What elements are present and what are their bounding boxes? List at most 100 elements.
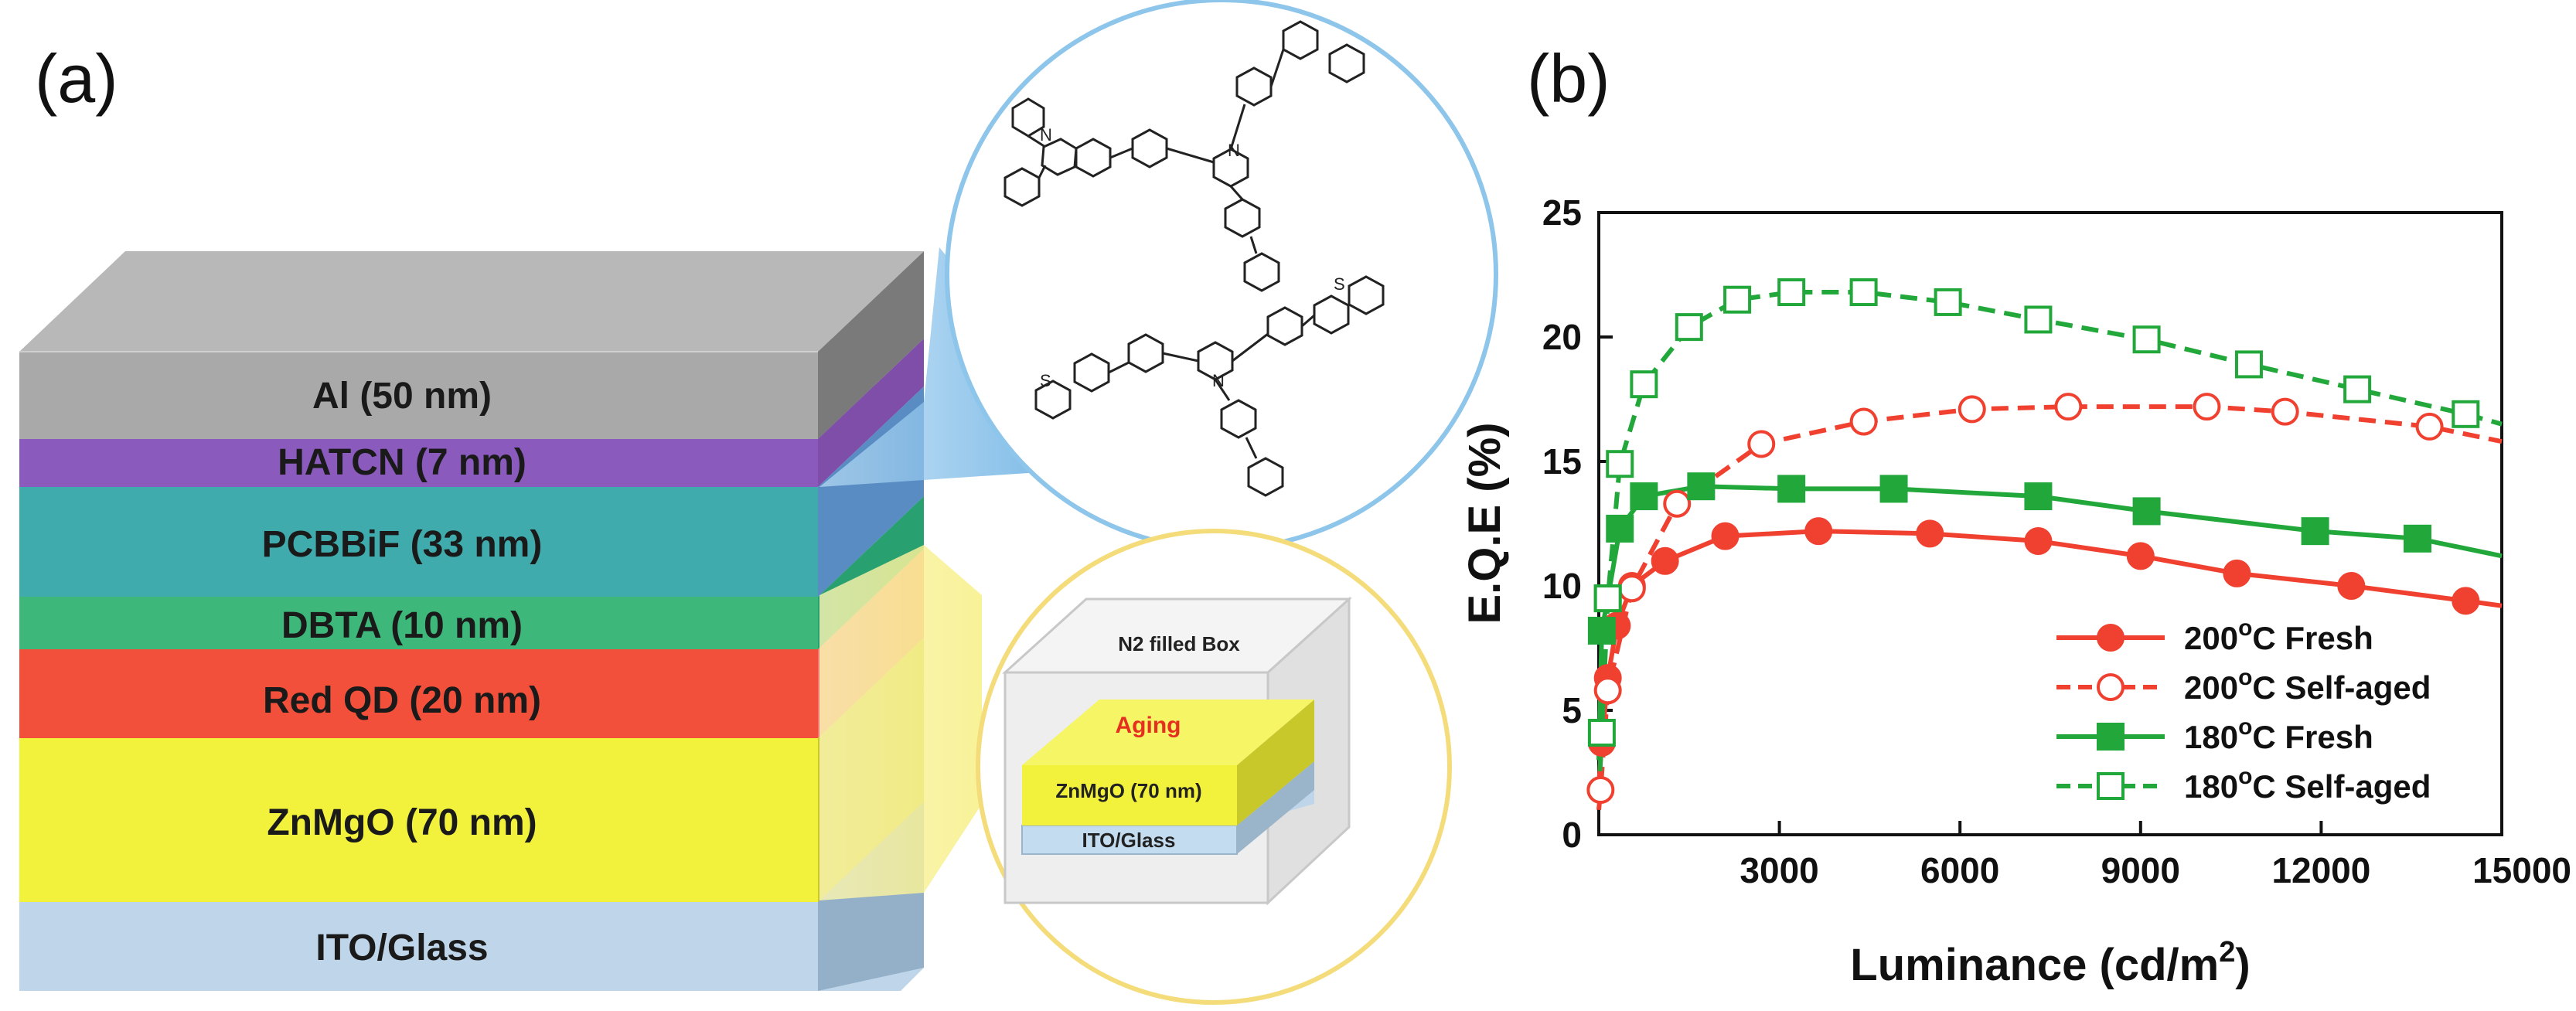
data-point-series-3 — [2024, 305, 2053, 334]
data-point-series-3 — [1849, 278, 1878, 307]
y-axis-title: E.Q.E (%) — [1460, 422, 1510, 624]
molecule-circle — [945, 0, 1498, 551]
legend-label: 180oC Fresh — [2184, 714, 2373, 755]
svg-text:N: N — [1040, 125, 1052, 145]
legend-label: 200oC Fresh — [2184, 615, 2373, 656]
data-point-series-2 — [1606, 514, 1634, 543]
data-point-series-1 — [1849, 407, 1878, 436]
data-point-series-2 — [1630, 482, 1658, 511]
series-markers — [1586, 278, 2480, 805]
y-tick-label: 5 — [1562, 690, 1582, 730]
data-point-series-3 — [2343, 375, 2372, 403]
data-point-series-3 — [1675, 313, 1703, 342]
data-point-series-1 — [2054, 393, 2083, 421]
data-point-series-0 — [2223, 559, 2251, 587]
layer-label-pcbbif: PCBBiF (33 nm) — [262, 524, 543, 565]
data-point-series-1 — [1663, 489, 1692, 518]
panel-a: (a) — [19, 0, 1498, 1005]
data-point-series-1 — [1958, 395, 1986, 424]
svg-text:S: S — [1334, 274, 1345, 294]
box-zoom-fan — [819, 545, 982, 900]
data-point-series-0 — [2024, 527, 2053, 556]
y-axis-ticks: 0 5 10 15 20 25 — [1542, 192, 1613, 855]
molecule-atom-labels: N N S S N — [1040, 125, 1345, 390]
molecule-structure-icon — [1003, 20, 1385, 497]
chart-legend: 200oC Fresh 200oC Self-aged 180oC Fresh 180… — [2056, 615, 2431, 805]
svg-text:N: N — [1212, 371, 1225, 390]
data-point-series-0 — [2337, 572, 2366, 600]
data-point-series-3 — [1593, 584, 1622, 613]
data-point-series-0 — [2126, 542, 2155, 570]
data-point-series-0 — [1916, 519, 1944, 548]
data-point-series-2 — [2024, 482, 2053, 511]
data-point-series-0 — [2452, 587, 2480, 615]
data-point-series-3 — [1630, 370, 1658, 399]
data-point-series-2 — [1587, 616, 1616, 645]
data-point-series-1 — [1617, 574, 1646, 603]
box-title: N2 filled Box — [1118, 632, 1240, 655]
data-point-series-3 — [1587, 718, 1616, 747]
data-point-series-0 — [1711, 522, 1739, 550]
layer-label-red-qd: Red QD (20 nm) — [263, 680, 541, 721]
svg-text:N: N — [1228, 141, 1240, 160]
y-tick-label: 15 — [1542, 441, 1582, 482]
layer-label-hatcn: HATCN (7 nm) — [278, 442, 526, 483]
data-point-series-3 — [1723, 285, 1752, 314]
x-tick-label: 15000 — [2472, 850, 2571, 890]
x-tick-label: 9000 — [2101, 850, 2180, 890]
x-tick-label: 3000 — [1739, 850, 1818, 890]
data-point-series-2 — [2132, 497, 2161, 526]
legend-marker — [2097, 624, 2125, 652]
svg-text:S: S — [1040, 371, 1051, 390]
y-tick-label: 10 — [1542, 566, 1582, 606]
data-point-series-3 — [1777, 278, 1806, 307]
data-point-series-3 — [2452, 400, 2480, 428]
legend-label: 200oC Self-aged — [2184, 665, 2431, 706]
legend-label: 180oC Self-aged — [2184, 764, 2431, 805]
panel-b: (b) 0 5 10 15 20 25 3000 6000 9000 12000 15000 E.… — [1460, 40, 2571, 990]
data-point-series-3 — [1934, 288, 1962, 316]
y-tick-label: 0 — [1562, 815, 1582, 855]
data-point-series-1 — [1747, 430, 1776, 458]
data-point-series-3 — [2132, 325, 2161, 354]
data-point-series-2 — [1777, 475, 1806, 503]
box-aging-label: Aging — [1116, 713, 1181, 738]
aging-box-inset: N2 filled Box Aging ZnMgO (70 nm) ITO/Gl… — [976, 529, 1452, 1005]
layer-label-znmgo: ZnMgO (70 nm) — [267, 802, 537, 843]
panel-a-label: (a) — [35, 40, 118, 117]
legend-marker — [2097, 673, 2125, 701]
layer-label-al: Al (50 nm) — [312, 376, 492, 417]
y-tick-label: 20 — [1542, 317, 1582, 357]
data-point-series-3 — [2234, 350, 2263, 379]
data-point-series-0 — [1804, 517, 1833, 546]
data-point-series-1 — [2271, 397, 2299, 426]
x-tick-label: 12000 — [2271, 850, 2370, 890]
legend-marker — [2097, 723, 2125, 751]
plot-frame — [1597, 211, 2503, 836]
layer-stack: Al (50 nm) HATCN (7 nm) PCBBiF (33 nm) D… — [19, 251, 924, 991]
y-tick-label: 25 — [1542, 192, 1582, 233]
data-point-series-1 — [2415, 412, 2444, 441]
data-point-series-2 — [1879, 475, 1908, 503]
x-tick-label: 6000 — [1920, 850, 1999, 890]
box-znmgo-label: ZnMgO (70 nm) — [1055, 779, 1201, 802]
legend-marker — [2097, 772, 2125, 800]
layer-label-ito-glass: ITO/Glass — [315, 928, 488, 968]
molecule-inset: N N S S N — [945, 0, 1498, 551]
data-point-series-2 — [2403, 524, 2431, 553]
data-point-series-1 — [1593, 676, 1622, 705]
data-point-series-3 — [1606, 450, 1634, 478]
data-point-series-1 — [1586, 776, 1615, 805]
x-axis-ticks: 3000 6000 9000 12000 15000 — [1739, 821, 2571, 890]
panel-b-label: (b) — [1527, 40, 1610, 117]
x-axis-title: Luminance (cd/m2) — [1850, 936, 2250, 990]
data-point-series-2 — [1687, 472, 1716, 501]
layer-al — [19, 251, 924, 439]
data-point-series-0 — [1651, 546, 1679, 575]
layer-label-dbta: DBTA (10 nm) — [281, 605, 523, 646]
data-point-series-1 — [2193, 393, 2221, 421]
box-ito-label: ITO/Glass — [1082, 829, 1176, 852]
eqe-chart: 0 5 10 15 20 25 3000 6000 9000 12000 15000 E.Q.E … — [1460, 192, 2571, 990]
data-point-series-2 — [2301, 517, 2329, 546]
